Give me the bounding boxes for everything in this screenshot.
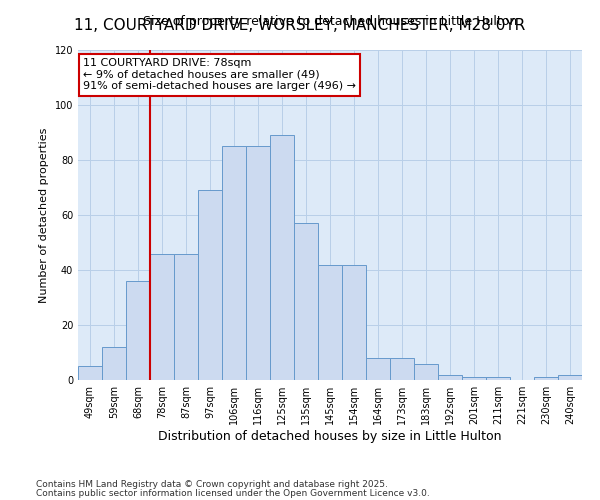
Bar — [294, 223, 318, 380]
Bar — [534, 377, 558, 380]
Bar — [414, 364, 438, 380]
Bar — [150, 254, 174, 380]
Text: 11 COURTYARD DRIVE: 78sqm
← 9% of detached houses are smaller (49)
91% of semi-d: 11 COURTYARD DRIVE: 78sqm ← 9% of detach… — [83, 58, 356, 92]
Y-axis label: Number of detached properties: Number of detached properties — [39, 128, 49, 302]
Bar — [438, 374, 462, 380]
Bar — [558, 374, 582, 380]
Bar — [366, 358, 390, 380]
Bar — [462, 377, 486, 380]
X-axis label: Distribution of detached houses by size in Little Hulton: Distribution of detached houses by size … — [158, 430, 502, 443]
Bar — [270, 135, 294, 380]
Text: Contains HM Land Registry data © Crown copyright and database right 2025.: Contains HM Land Registry data © Crown c… — [36, 480, 388, 489]
Bar — [246, 146, 270, 380]
Bar — [486, 377, 510, 380]
Bar — [78, 366, 102, 380]
Bar — [174, 254, 198, 380]
Bar — [102, 347, 126, 380]
Bar — [126, 281, 150, 380]
Bar — [318, 264, 342, 380]
Title: Size of property relative to detached houses in Little Hulton: Size of property relative to detached ho… — [143, 15, 517, 28]
Bar — [390, 358, 414, 380]
Bar — [198, 190, 222, 380]
Text: Contains public sector information licensed under the Open Government Licence v3: Contains public sector information licen… — [36, 489, 430, 498]
Text: 11, COURTYARD DRIVE, WORSLEY, MANCHESTER, M28 0YR: 11, COURTYARD DRIVE, WORSLEY, MANCHESTER… — [74, 18, 526, 32]
Bar — [342, 264, 366, 380]
Bar — [222, 146, 246, 380]
